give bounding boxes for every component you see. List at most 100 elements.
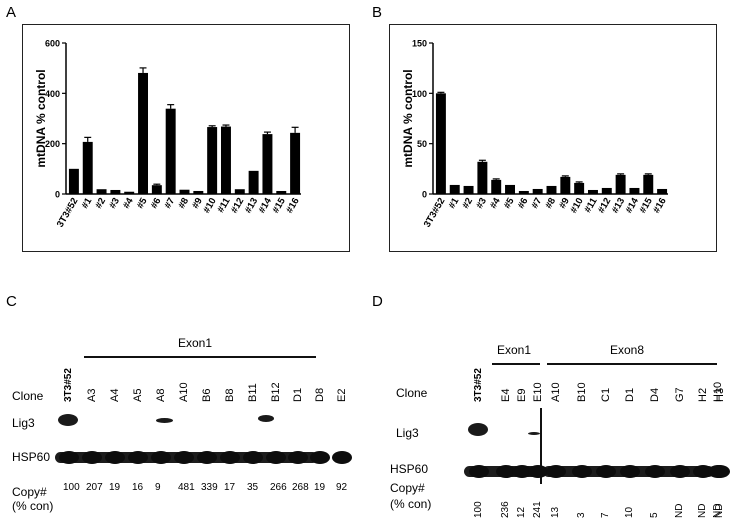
bar: [179, 189, 190, 194]
copy-number: 3: [576, 512, 587, 518]
y-tick-label: 400: [45, 89, 60, 99]
copy-number: 19: [109, 482, 121, 493]
hsp60-band: [708, 465, 728, 478]
bar: [138, 72, 149, 194]
panel-label-c: C: [6, 293, 17, 310]
y-tick-label: 0: [422, 190, 427, 200]
copy-number: 207: [86, 482, 103, 493]
panel-label-b: B: [372, 4, 383, 21]
hsp60-band: [512, 465, 532, 478]
bar: [463, 185, 474, 194]
hsp60-band: [310, 451, 330, 464]
blot-d-lig3-band-e10: [528, 432, 540, 435]
hsp60-band: [496, 465, 516, 478]
hsp60-band: [197, 451, 217, 464]
bar: [276, 190, 287, 194]
hsp60-band: [243, 451, 263, 464]
bar: [193, 190, 204, 194]
clone-label: E9: [516, 388, 528, 402]
copy-number: 268: [292, 482, 309, 493]
copy-number: 92: [336, 482, 348, 493]
bar: [68, 168, 79, 194]
bar: [96, 189, 107, 194]
blot-d-lig3-label: Lig3: [396, 426, 419, 440]
blot-c-lig3-band-a10: [156, 418, 173, 423]
bar: [82, 141, 93, 194]
blot-d-clone-label: Clone: [396, 386, 428, 400]
clone-label: E10: [532, 382, 544, 402]
clone-label: A10: [550, 382, 562, 402]
y-axis-label: mtDNA % control: [34, 69, 48, 167]
hsp60-band: [572, 465, 592, 478]
copy-number: 100: [473, 501, 484, 518]
y-tick-label: 100: [412, 89, 427, 99]
panel-label-a: A: [6, 4, 17, 21]
clone-label: D1: [624, 387, 636, 402]
copy-number: 13: [550, 506, 561, 518]
blot-d-hsp60-label: HSP60: [390, 462, 429, 476]
bar: [532, 188, 543, 194]
bar: [207, 127, 218, 194]
bar: [643, 174, 654, 194]
bar: [601, 187, 612, 194]
copy-number: 481: [178, 482, 195, 493]
copy-number: ND: [697, 503, 708, 518]
x-tick-label: #2: [93, 196, 108, 211]
copy-number: 10: [624, 506, 635, 518]
hsp60-band: [151, 451, 171, 464]
copy-number: 236: [500, 501, 511, 518]
hsp60-band: [59, 451, 79, 464]
blot-c-group-line: [84, 356, 316, 358]
copy-number: 241: [532, 501, 543, 518]
copy-number: 100: [63, 482, 80, 493]
bar: [165, 108, 176, 194]
x-tick-label: #9: [557, 196, 572, 211]
bar: [248, 170, 259, 194]
bar: [518, 190, 529, 194]
clone-label: E4: [500, 388, 512, 402]
blot-c-lig3-label: Lig3: [12, 416, 35, 430]
hsp60-band: [469, 465, 489, 478]
y-tick-label: 600: [45, 39, 60, 49]
x-tick-label: #6: [149, 196, 164, 211]
x-tick-label: #3: [474, 196, 489, 211]
bar: [124, 191, 135, 194]
bar: [449, 184, 460, 194]
x-tick-label: #8: [543, 196, 558, 211]
blot-d-percent-label: (% con): [390, 497, 432, 511]
bar: [657, 188, 668, 194]
bar: [234, 189, 245, 194]
blot-d-lig3-band-control: [468, 423, 488, 436]
bar: [505, 184, 516, 194]
blot-d-exon1-label: Exon1: [497, 343, 532, 357]
bar: [587, 189, 598, 194]
bar: [262, 134, 273, 194]
blot-c-clone-label: Clone: [12, 389, 44, 403]
blot-c-lig3-band-d1: [258, 415, 274, 422]
hsp60-band: [174, 451, 194, 464]
bar: [574, 182, 585, 194]
clone-label: H10: [712, 381, 724, 402]
blot-c-lig3-band-control: [58, 414, 78, 426]
x-tick-label: #7: [529, 196, 544, 211]
bar: [151, 185, 162, 194]
hsp60-band: [528, 465, 548, 478]
hsp60-band: [546, 465, 566, 478]
blot-d-exon1-line: [492, 363, 540, 365]
clone-label: C1: [600, 387, 612, 402]
bar: [435, 93, 446, 194]
x-tick-label: #2: [460, 196, 475, 211]
bar: [220, 126, 231, 194]
clone-label: B10: [576, 382, 588, 402]
blot-c-hsp60-label: HSP60: [12, 450, 51, 464]
bar: [491, 179, 502, 194]
blot-d-exon8-label: Exon8: [610, 343, 645, 357]
hsp60-band: [220, 451, 240, 464]
bar: [629, 187, 640, 194]
chart-a-frame: 0 200 400 600 mtDNA % control 3T3#52 #1 #2 #3 #4 #…: [22, 24, 350, 252]
copy-number: 339: [201, 482, 218, 493]
blot-c-copy-label: Copy#: [12, 485, 47, 499]
clone-label: G7: [674, 387, 686, 402]
